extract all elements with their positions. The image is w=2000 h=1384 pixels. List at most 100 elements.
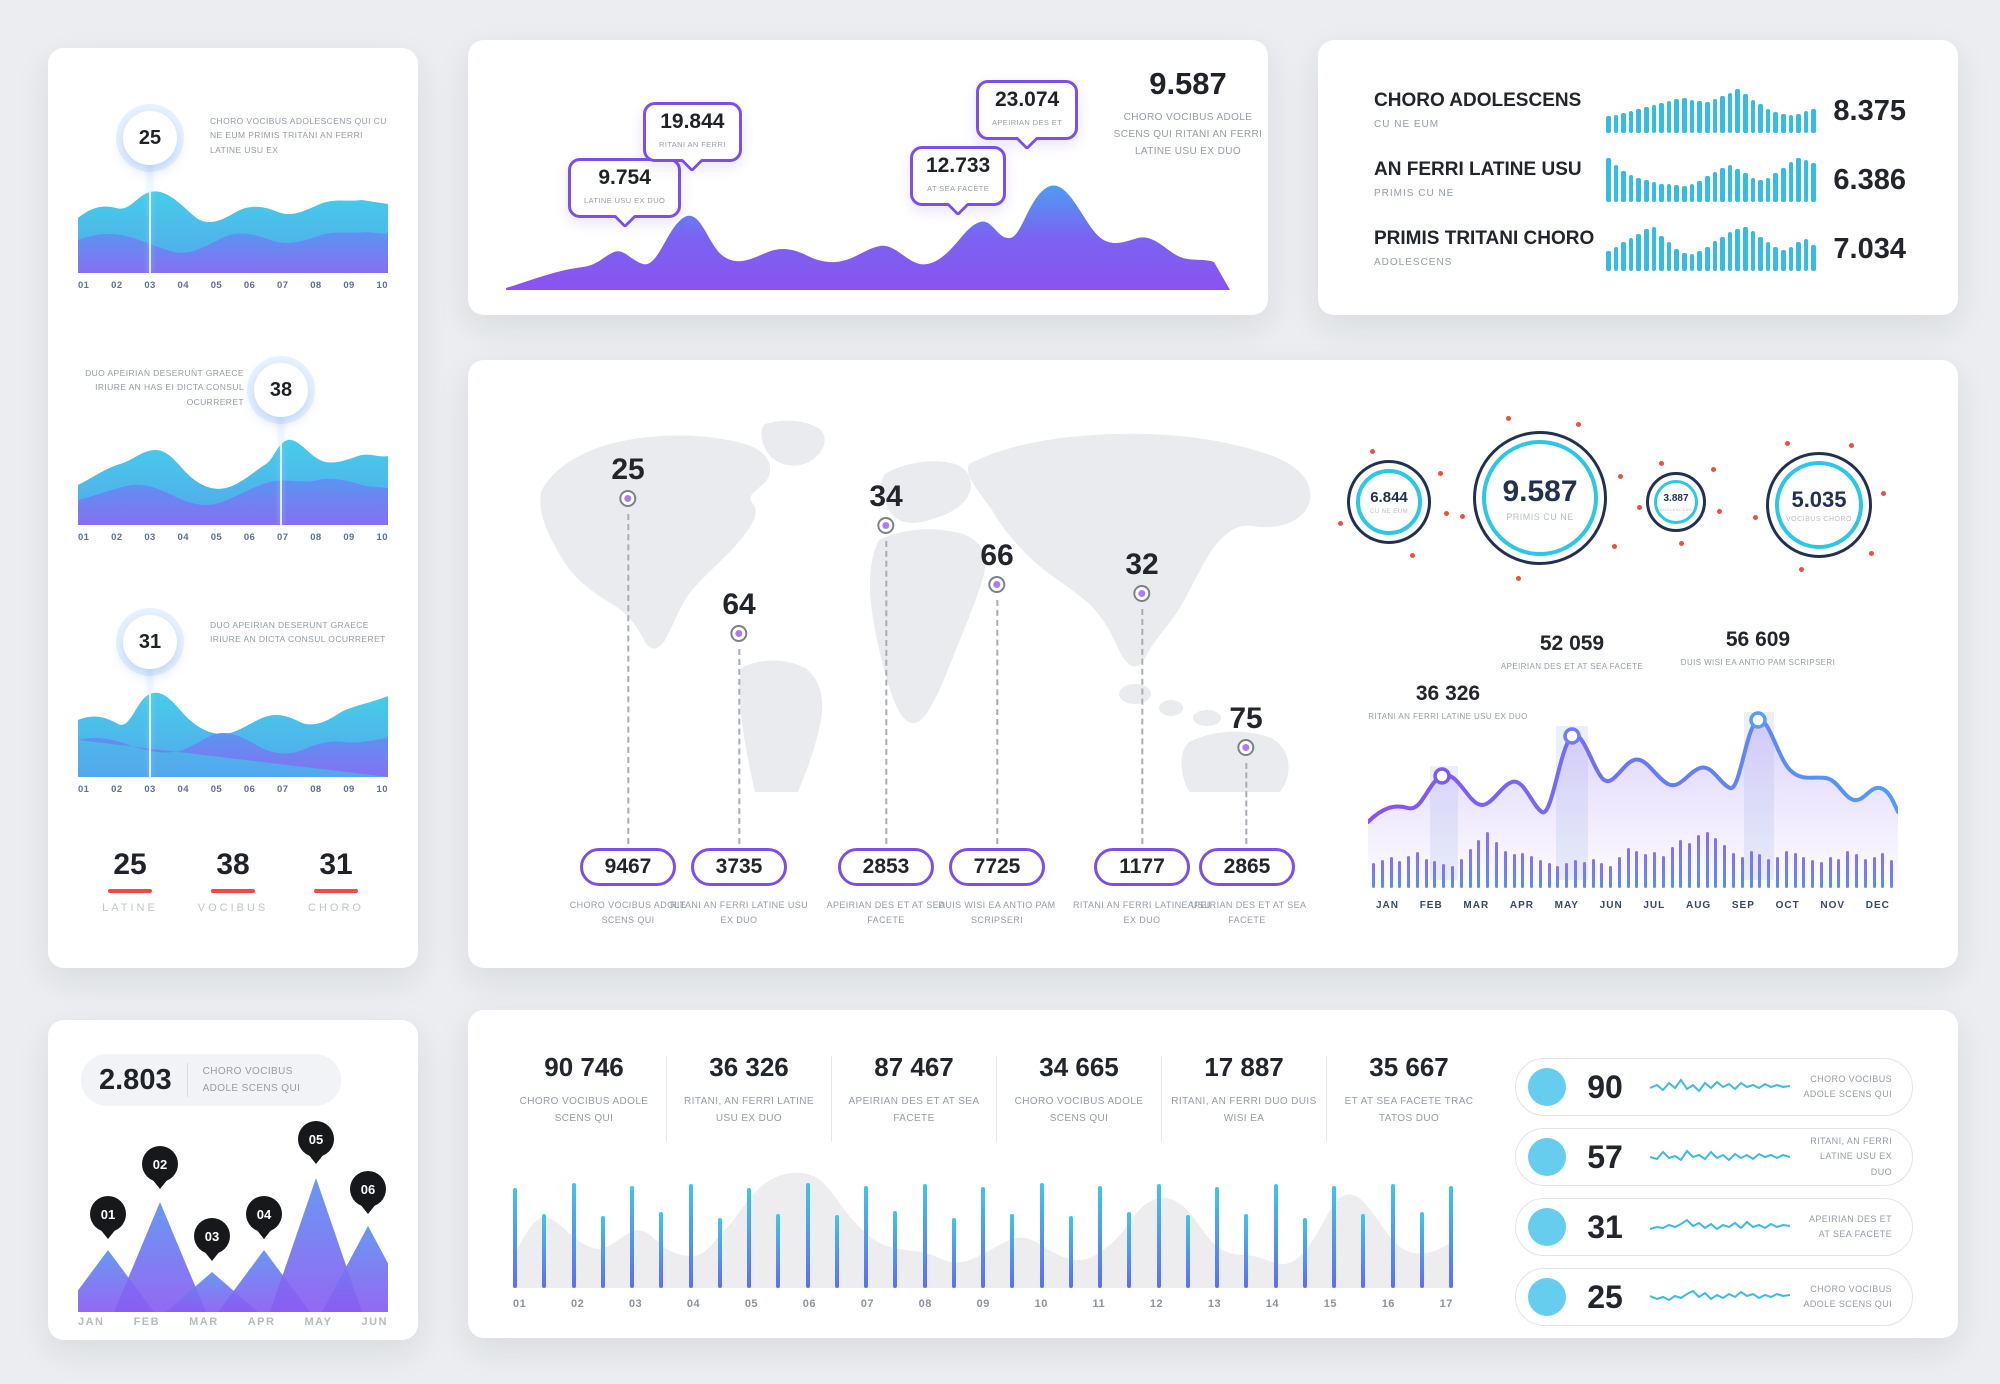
- bar: [600, 1216, 605, 1288]
- kpi-list-panel: CHORO ADOLESCENS CU NE EUM 8.375 AN FERR…: [1318, 40, 1958, 315]
- map-marker-asia: 32: [1125, 548, 1159, 844]
- bar: [1689, 254, 1695, 271]
- axis-label: 03: [628, 1298, 643, 1310]
- bar: [1390, 1184, 1395, 1288]
- spark-bars: [1606, 227, 1817, 271]
- marker-dashed-line: [738, 649, 740, 844]
- bar: [1863, 858, 1867, 888]
- axis-label: 05: [210, 280, 223, 291]
- bar: [1380, 860, 1384, 888]
- bar: [1010, 1213, 1015, 1288]
- bar: [1591, 858, 1595, 888]
- axis-label: 08: [918, 1298, 932, 1310]
- stat-caption: CHORO VOCIBUS ADOLE SCENS QUI: [1014, 1096, 1144, 1124]
- callout-caption: RITANI AN FERRI LATINE USU EX DUO: [1368, 712, 1528, 721]
- bar: [1696, 835, 1700, 888]
- marker-dot-icon: [879, 519, 893, 532]
- callout-caption: APEIRIAN DES ET AT SEA FACETE: [1500, 662, 1644, 671]
- stats-panel: 90 746 CHORO VOCIBUS ADOLE SCENS QUI 36 …: [468, 1010, 1958, 1338]
- axis-label: 01: [78, 280, 90, 291]
- red-dot: [1659, 461, 1664, 466]
- red-dot: [1849, 443, 1854, 448]
- bar: [1530, 856, 1534, 888]
- row-value: 7.034: [1833, 232, 1906, 265]
- map-marker-australia: 75: [1229, 702, 1263, 844]
- callout-value: 19.844: [660, 110, 725, 133]
- red-dot: [1444, 511, 1449, 516]
- pill-value: 9467: [580, 848, 676, 886]
- bar: [1659, 103, 1664, 133]
- marker-value: 64: [722, 588, 756, 621]
- bar: [1273, 1184, 1278, 1288]
- red-dot: [1438, 471, 1443, 476]
- stat-item: 34 665 CHORO VOCIBUS ADOLE SCENS QUI: [1003, 1052, 1155, 1127]
- stat-caption: CHORO VOCIBUS ADOLE SCENS QUI: [519, 1096, 649, 1124]
- bar: [1636, 108, 1642, 133]
- bar: [1714, 837, 1718, 888]
- bar: [1727, 92, 1733, 133]
- red-dot: [1711, 467, 1716, 472]
- blue-circle-icon: [1528, 1278, 1566, 1316]
- spark-bars: [1606, 158, 1817, 202]
- bar: [1332, 1185, 1336, 1288]
- bar: [1689, 184, 1695, 202]
- bar: [1398, 861, 1402, 888]
- pin-03: 03: [194, 1218, 230, 1254]
- bar: [1617, 856, 1621, 888]
- chart1-callout-line: [149, 165, 151, 273]
- stat-caption: RITANI, AN FERRI LATINE USU EX DUO: [684, 1096, 814, 1124]
- bar: [1068, 1216, 1073, 1288]
- axis-label: 13: [1207, 1298, 1222, 1310]
- marker-dot-icon: [1239, 741, 1253, 754]
- red-dot: [1338, 521, 1343, 526]
- bar: [1773, 111, 1779, 133]
- marker-value: 34: [869, 480, 903, 513]
- kpi-sparkline: [1650, 1218, 1790, 1231]
- bar: [1361, 1213, 1366, 1288]
- bar: [1727, 232, 1733, 271]
- bar: [1688, 843, 1692, 888]
- axis-label: 02: [570, 1298, 585, 1310]
- row-title: PRIMIS TRITANI CHORO: [1374, 227, 1595, 249]
- axis-label: 09: [343, 532, 355, 543]
- bar: [1503, 851, 1507, 888]
- axis-label: 09: [343, 784, 355, 795]
- red-dot: [1516, 576, 1521, 581]
- bar: [1606, 251, 1611, 271]
- bar: [1651, 227, 1657, 271]
- bar: [1494, 842, 1498, 888]
- chart2-callout-line: [280, 417, 282, 525]
- chart3-x-axis: 01 02 03 04 05 06 07 08 09 10: [78, 784, 388, 795]
- bar: [1704, 102, 1710, 133]
- axis-label: 02: [111, 532, 123, 543]
- bar: [1788, 162, 1794, 202]
- bar: [1670, 846, 1674, 888]
- row-subtitle: PRIMIS CU NE: [1374, 187, 1455, 199]
- stat-item: 17 887 RITANI, AN FERRI DUO DUIS WISI EA: [1168, 1052, 1320, 1127]
- kpi-row-2: 57 RITANI, AN FERRI LATINE USU EX DUO: [1515, 1128, 1913, 1186]
- red-dot: [1753, 515, 1758, 520]
- wave-callout-4: 23.074 APEIRIAN DES ET: [976, 80, 1079, 140]
- bar: [922, 1184, 927, 1288]
- red-dot: [1576, 422, 1581, 427]
- marker-dot-icon: [732, 627, 746, 640]
- bar: [1635, 851, 1639, 888]
- stat-value: 17 887: [1204, 1052, 1284, 1082]
- bar: [1582, 862, 1586, 888]
- marker-dashed-line: [627, 514, 629, 844]
- bar: [659, 1212, 664, 1288]
- red-dot: [1612, 544, 1617, 549]
- map-pill-4: 7725 DUIS WISI EA ANTIO PAM SCRIPSERI: [922, 848, 1072, 929]
- bar: [1613, 164, 1619, 202]
- bar: [1372, 862, 1375, 888]
- callout-value: 52 059: [1539, 632, 1605, 655]
- bar: [1621, 112, 1626, 133]
- axis-label: FEB: [1419, 900, 1443, 911]
- divider: [1326, 1056, 1327, 1142]
- row-title: CHORO ADOLESCENS: [1374, 89, 1582, 111]
- line-chart-months: JAN FEB MAR APR MAY JUN JUL AUG SEP OCT NOV DEC: [1376, 900, 1890, 911]
- line-chart-mini-bars: [1372, 832, 1894, 888]
- callout-label: RITANI AN FERRI: [659, 140, 726, 149]
- bar: [1419, 1212, 1424, 1288]
- blue-circle-icon: [1528, 1208, 1566, 1246]
